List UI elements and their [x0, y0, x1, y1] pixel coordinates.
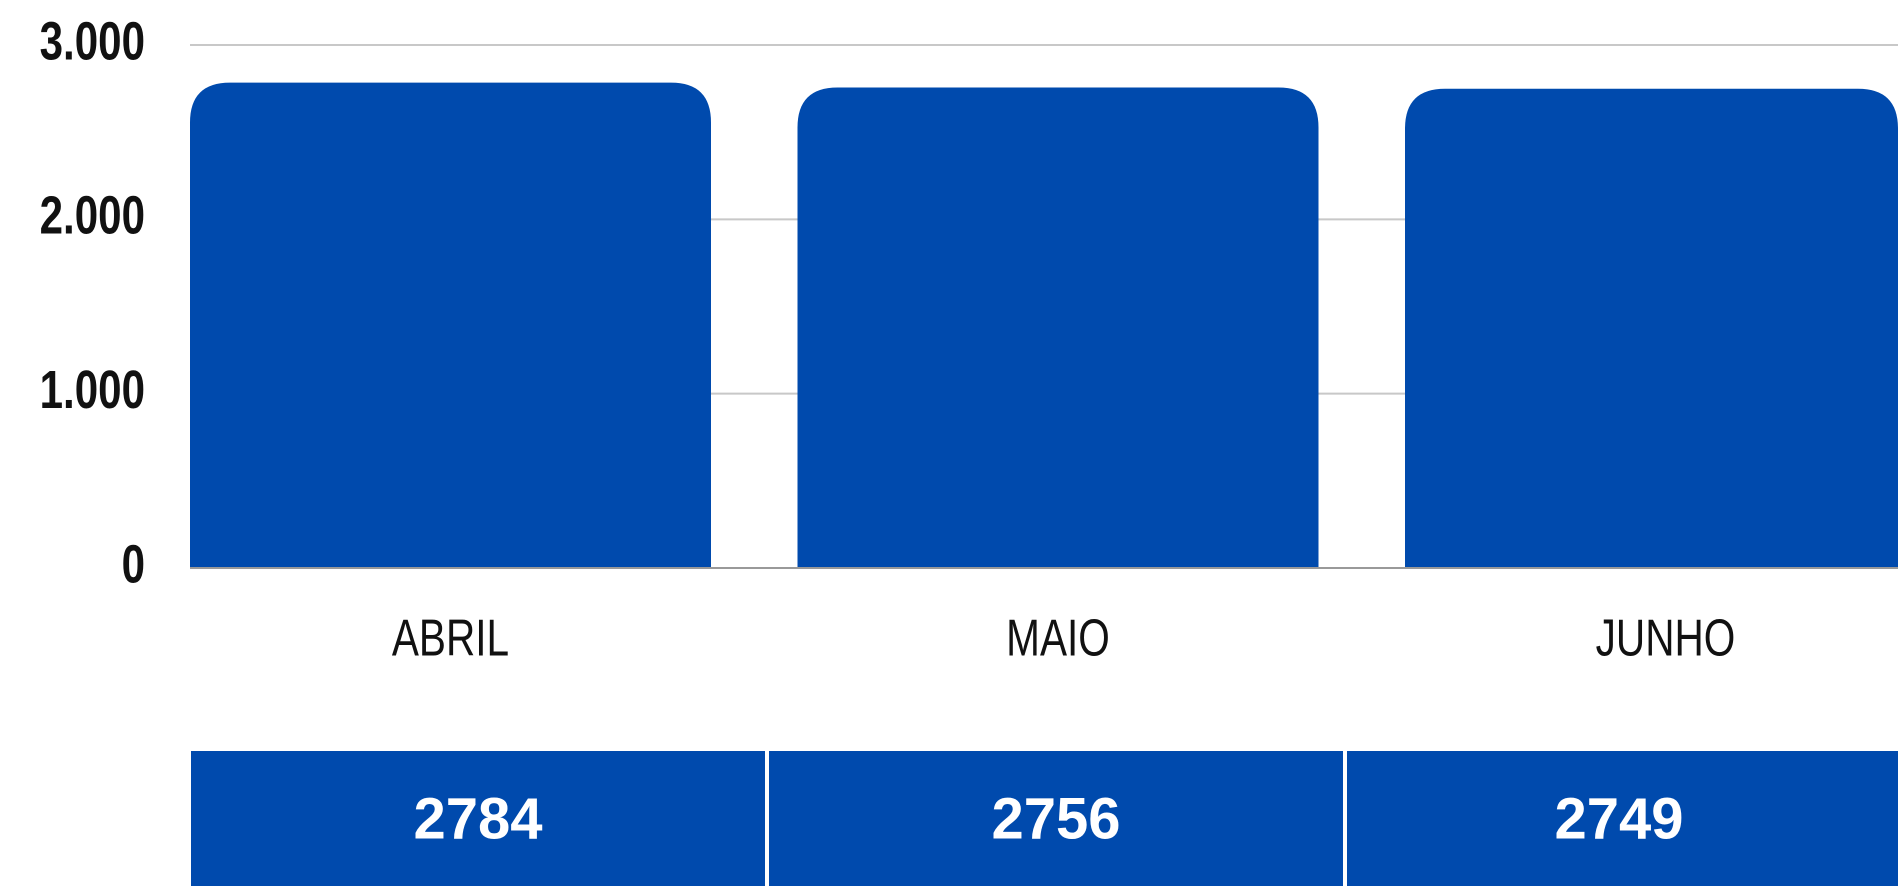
- x-tick-label: JUNHO: [1596, 609, 1736, 667]
- y-tick-label: 2.000: [40, 186, 145, 246]
- y-tick-label: 3.000: [40, 11, 145, 71]
- value-cell: [191, 751, 765, 886]
- value-label: 2756: [991, 786, 1120, 851]
- bar: [1405, 88, 1898, 569]
- x-tick-label: ABRIL: [392, 609, 509, 667]
- bar: [797, 87, 1319, 569]
- y-tick-label: 1.000: [40, 360, 145, 420]
- value-cell: [769, 751, 1343, 886]
- value-label: 2749: [1554, 786, 1683, 851]
- value-label: 2784: [413, 786, 542, 851]
- x-tick-label: MAIO: [1006, 609, 1110, 667]
- bar: [190, 82, 711, 568]
- y-tick-label: 0: [122, 534, 145, 594]
- value-cell: [1347, 751, 1898, 886]
